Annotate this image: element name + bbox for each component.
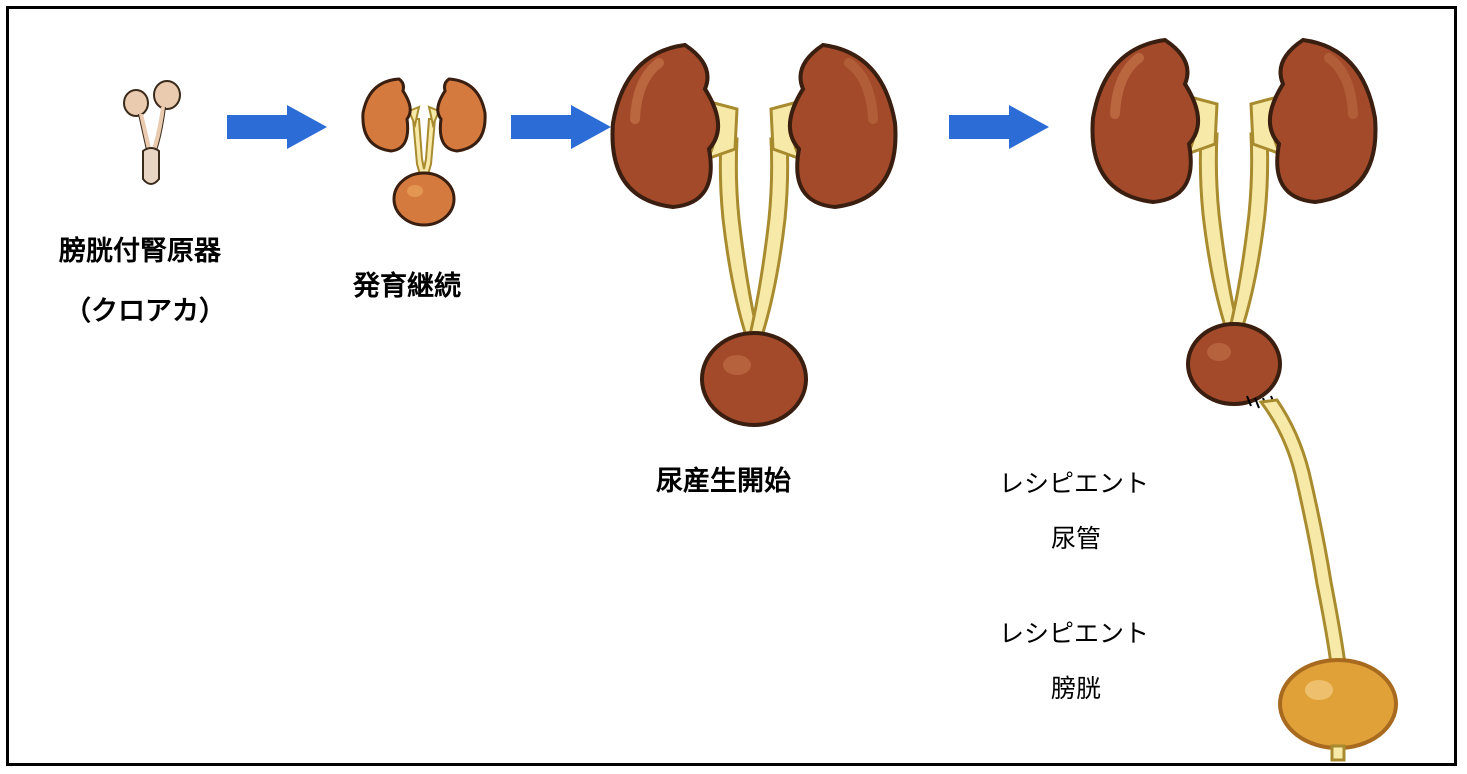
stage1-icon [109,79,199,199]
stage3-label: 尿産生開始 [656,459,791,498]
stage4-icon [1079,34,1449,764]
recipient-bladder-label-2: 膀胱 [1051,669,1101,705]
stage1-sublabel: （クロアカ） [64,289,226,328]
recipient-bladder-label-1: レシピエント [999,614,1149,650]
diagram-frame: 膀胱付腎原器 （クロアカ） 発育継続 尿産生開始 レシピエント 尿管 レシピエン… [6,6,1457,766]
stage2-icon [349,69,499,239]
stage3-icon [599,39,909,439]
arrow-2 [511,105,611,149]
arrow-1 [227,105,327,149]
stage2-label: 発育継続 [353,264,461,303]
recipient-ureter-label-2: 尿管 [1051,519,1101,555]
stage1-label: 膀胱付腎原器 [59,229,221,268]
recipient-ureter-label-1: レシピエント [999,464,1149,500]
arrow-3 [949,105,1049,149]
